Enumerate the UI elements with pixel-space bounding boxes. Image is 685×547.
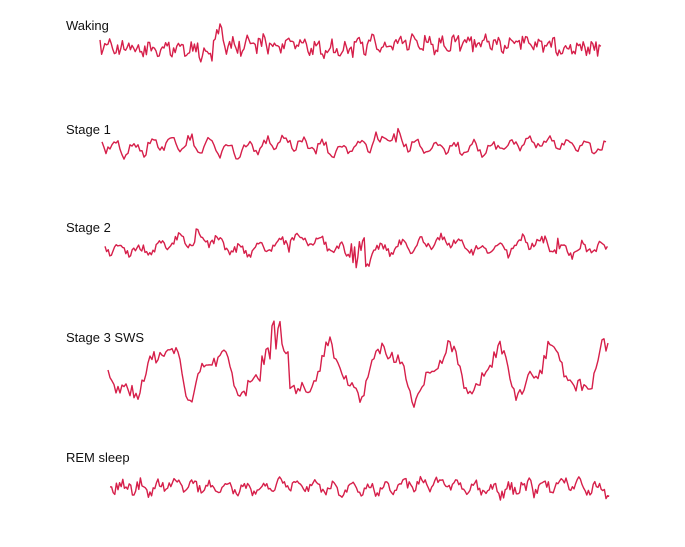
eeg-trace-stage-2 <box>104 228 609 269</box>
eeg-trace-waking <box>99 23 602 63</box>
stage-label-stage-1: Stage 1 <box>66 122 111 137</box>
stage-label-stage-2: Stage 2 <box>66 220 111 235</box>
stage-label-rem-sleep: REM sleep <box>66 450 130 465</box>
eeg-trace-stage-3-sws <box>107 320 609 408</box>
stage-label-waking: Waking <box>66 18 109 33</box>
eeg-trace-rem-sleep <box>109 475 610 501</box>
stage-label-stage-3-sws: Stage 3 SWS <box>66 330 145 345</box>
eeg-trace-stage-1 <box>101 127 607 160</box>
